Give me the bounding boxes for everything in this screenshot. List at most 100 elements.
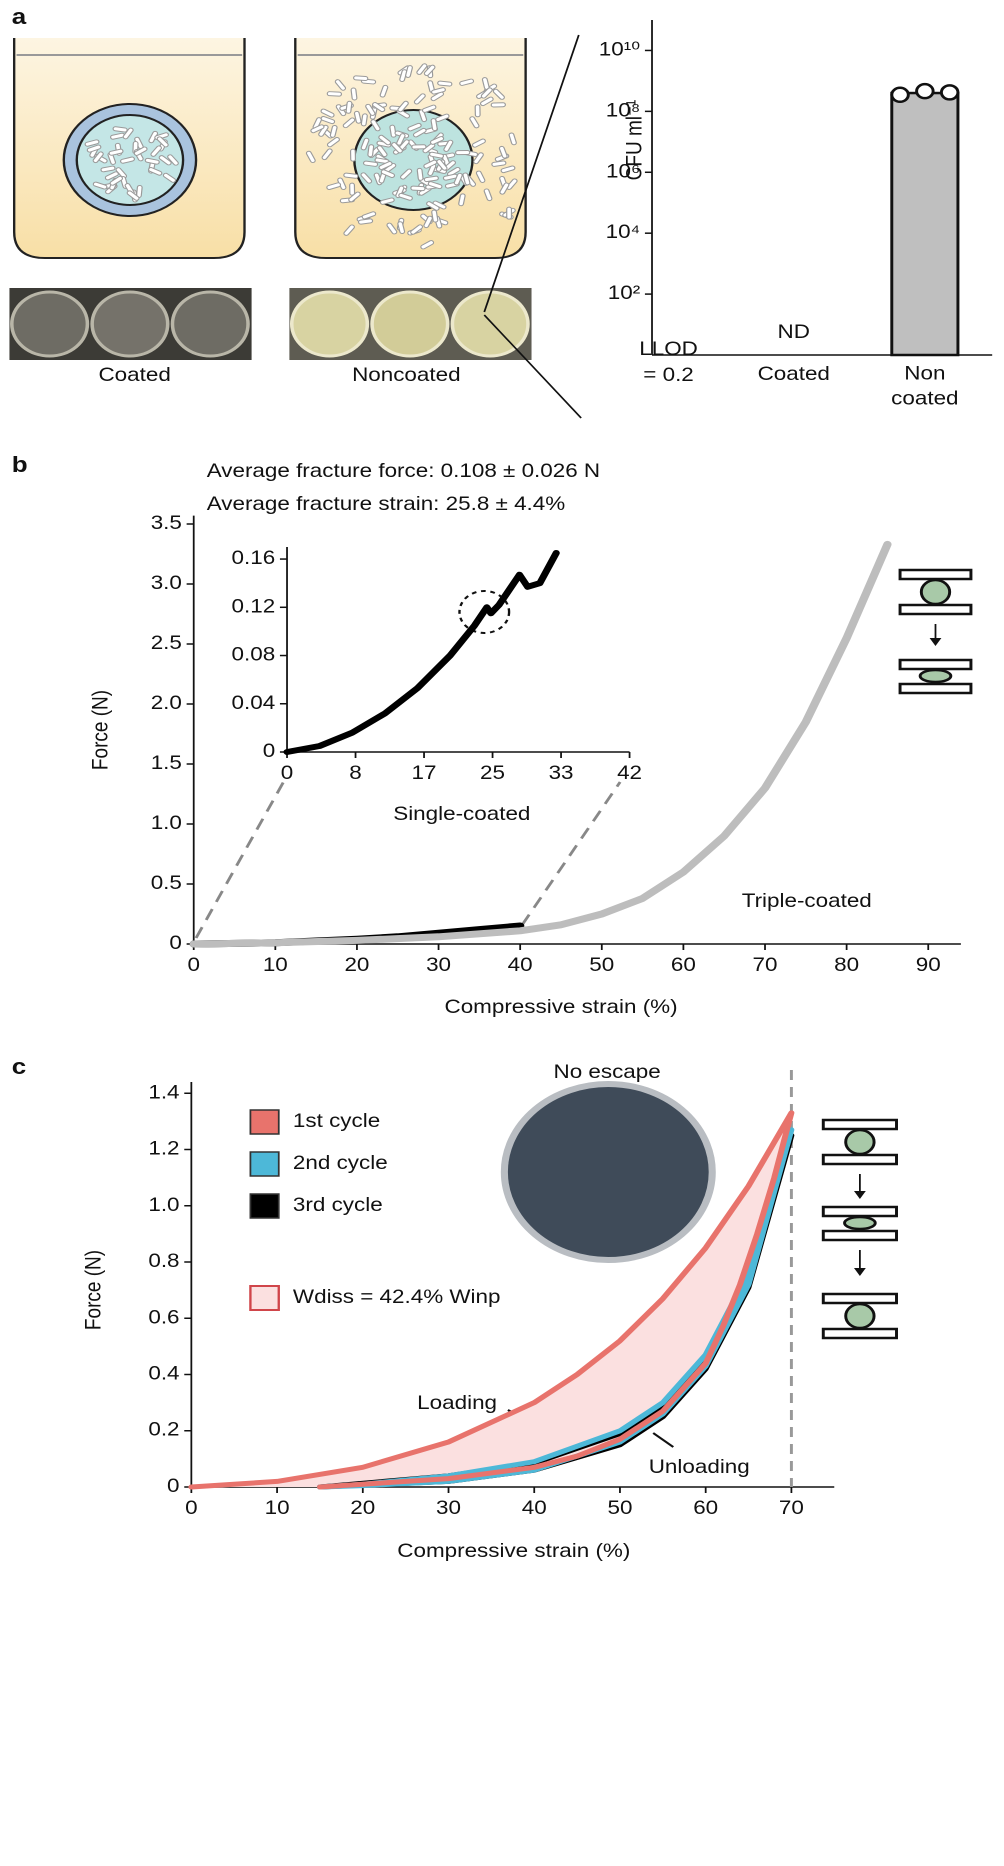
bacterium	[483, 188, 493, 202]
y-tick-label: 10⁸	[606, 100, 640, 121]
bacterium	[473, 152, 484, 165]
x-axis-label: Single-coated	[393, 804, 530, 825]
y-axis-label: Force (N)	[81, 1250, 106, 1330]
bacterium	[360, 113, 368, 127]
bacterium	[407, 122, 422, 132]
bacterium	[391, 142, 403, 154]
x-tick-label: 0	[187, 955, 199, 976]
bacterium	[361, 211, 377, 220]
plate	[898, 568, 973, 581]
x-tick-label: 10	[265, 1498, 290, 1519]
x-tick-label: 8	[349, 763, 361, 784]
panel-label: c	[12, 1055, 26, 1080]
x-tick-label: 30	[426, 955, 451, 976]
y-tick-label: 2.0	[151, 693, 182, 714]
zoom-line	[483, 34, 580, 313]
x-tick-label: 50	[589, 955, 614, 976]
plate	[821, 1327, 898, 1340]
bacterium	[167, 154, 179, 166]
plate	[898, 682, 973, 695]
illustration: Coated Noncoated	[9, 34, 973, 1448]
annotation: Wdiss = 42.4% Winp	[293, 1287, 501, 1308]
capsule	[918, 668, 953, 684]
bacterium	[397, 221, 406, 235]
bacterium	[398, 192, 413, 201]
bacterium	[109, 175, 124, 186]
bacterium	[454, 150, 471, 156]
x-tick-label: 70	[753, 955, 778, 976]
bacterium	[413, 93, 426, 105]
bacterium	[133, 146, 148, 156]
bacterium	[318, 124, 329, 137]
legend-label: 1st cycle	[293, 1111, 380, 1132]
bar	[890, 91, 960, 357]
bacterium	[386, 222, 398, 235]
bacterium	[367, 144, 375, 158]
bacterium	[499, 182, 510, 195]
bacterium	[380, 169, 396, 178]
y-tick-label: 0.08	[232, 644, 276, 665]
x-axis-label: Compressive strain (%)	[397, 1541, 630, 1562]
bacterium	[150, 145, 162, 157]
bacterium	[305, 150, 316, 164]
bacterium	[350, 87, 358, 101]
bacterium	[416, 63, 428, 75]
plate	[821, 1205, 898, 1218]
capsule	[843, 1215, 877, 1231]
y-tick-label: 0	[169, 933, 181, 954]
bacterium	[431, 209, 439, 223]
bacterium	[108, 148, 124, 156]
arrow-head	[853, 1268, 866, 1276]
y-tick-label: 0.12	[232, 596, 276, 617]
series-line	[317, 1127, 795, 1490]
bacterium	[92, 181, 108, 190]
bacterium	[334, 79, 347, 91]
legend-label: 3rd cycle	[293, 1195, 383, 1216]
legend-swatch	[249, 1109, 280, 1135]
bacterium	[158, 155, 172, 166]
bacterium	[405, 65, 413, 78]
plate	[821, 1118, 898, 1131]
bacterium	[423, 215, 433, 229]
bacterium	[458, 193, 466, 207]
plate	[821, 1153, 898, 1166]
y-axis-label: CFU ml⁻¹	[622, 100, 647, 181]
y-tick-label: 0.4	[148, 1363, 179, 1384]
bacterium	[410, 185, 426, 192]
bacterium	[342, 117, 356, 129]
bacterium	[474, 104, 481, 118]
bacterium	[365, 103, 376, 116]
well	[289, 290, 370, 358]
bacterium	[471, 138, 486, 148]
bacterium	[426, 201, 440, 211]
y-tick-label: 1.0	[148, 1194, 179, 1215]
bacterium	[345, 100, 353, 114]
bacterium	[395, 185, 405, 199]
y-tick-label: 3.5	[151, 513, 182, 534]
highlight-circle	[458, 590, 511, 634]
zoom-line	[520, 781, 622, 926]
bacterium	[428, 151, 445, 159]
x-tick-label: 60	[693, 1498, 718, 1519]
x-tick-label: 10	[263, 955, 288, 976]
x-tick-label: 0	[281, 763, 293, 784]
bacterium	[126, 190, 140, 201]
bacterium	[92, 151, 104, 164]
x-tick-label: 60	[671, 955, 696, 976]
bacterium	[430, 91, 445, 102]
y-tick-label: 0.2	[148, 1419, 179, 1440]
x-axis-label: Compressive strain (%)	[445, 997, 678, 1018]
bacterium	[343, 172, 359, 179]
bacterium	[119, 156, 135, 164]
arrow-head	[929, 638, 942, 646]
x-tick-label: 30	[436, 1498, 461, 1519]
bacterium	[148, 167, 163, 176]
annotation: Unloading	[649, 1457, 750, 1478]
annotation: = 0.2	[643, 365, 694, 386]
y-tick-label: 0.5	[151, 873, 182, 894]
y-tick-label: 10⁶	[606, 161, 640, 182]
capsule	[844, 1302, 876, 1330]
bacterium	[420, 240, 435, 250]
panel-label: b	[12, 453, 28, 478]
x-tick-label: 90	[916, 955, 941, 976]
